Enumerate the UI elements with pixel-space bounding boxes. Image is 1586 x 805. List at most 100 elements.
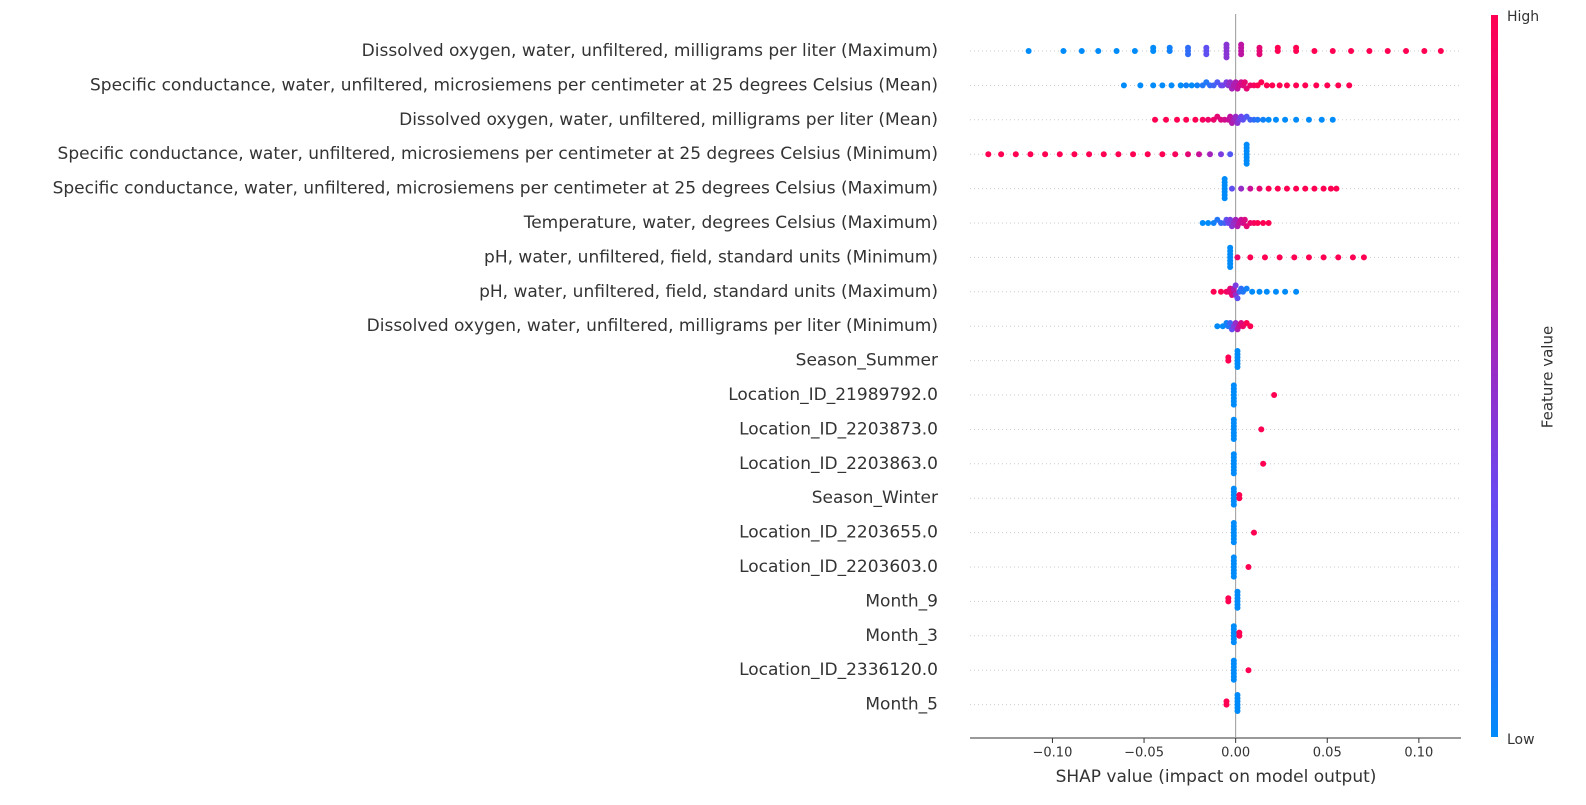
feature-label: Specific conductance, water, unfiltered,… <box>58 144 938 164</box>
shap-point <box>1243 285 1250 292</box>
shap-point <box>1258 79 1265 86</box>
colorbar <box>1491 15 1498 737</box>
shap-point <box>1234 348 1241 354</box>
feature-label: Month_9 <box>865 591 938 611</box>
shap-point <box>1305 254 1312 261</box>
shap-point <box>1247 323 1254 330</box>
shap-point <box>1203 51 1210 58</box>
shap-point <box>1247 254 1254 261</box>
x-axis-label: SHAP value (impact on model output) <box>1056 767 1377 787</box>
shap-point <box>1230 573 1237 580</box>
shap-point <box>1230 485 1237 492</box>
shap-point <box>1199 220 1206 226</box>
feature-label: Dissolved oxygen, water, unfiltered, mil… <box>367 316 938 336</box>
shap-point <box>1159 151 1166 158</box>
shap-point <box>1324 82 1331 89</box>
shap-point <box>1329 116 1336 123</box>
x-tick-label: 0.10 <box>1404 746 1433 761</box>
shap-point <box>1012 151 1019 158</box>
feature-label: Location_ID_21989792.0 <box>728 385 938 405</box>
shap-point <box>1183 82 1190 89</box>
colorbar-high: High <box>1507 9 1539 25</box>
x-tick-label: −0.05 <box>1124 746 1164 761</box>
shap-point <box>998 151 1005 158</box>
shap-point <box>1403 48 1410 54</box>
feature-label: Location_ID_2203863.0 <box>739 454 938 474</box>
shap-point <box>1269 82 1276 89</box>
shap-point <box>1230 470 1237 477</box>
shap-point <box>1177 82 1184 89</box>
shap-point <box>1230 416 1237 423</box>
shap-point <box>1311 185 1318 192</box>
feature-label: Month_5 <box>865 695 938 715</box>
shap-point <box>1335 254 1342 261</box>
shap-point <box>1260 220 1267 226</box>
shap-point <box>1214 323 1221 330</box>
shap-point <box>1234 588 1241 595</box>
feature-label: Season_Summer <box>796 351 938 371</box>
shap-point <box>1265 116 1272 123</box>
shap-point <box>1042 151 1049 158</box>
feature-label: Season_Winter <box>812 488 938 508</box>
shap-point <box>1261 254 1268 261</box>
shap-point <box>1236 629 1243 636</box>
shap-point <box>1230 401 1237 408</box>
shap-point <box>1302 82 1309 89</box>
shap-point <box>1199 116 1206 123</box>
shap-point <box>1234 364 1241 370</box>
shap-point <box>985 151 992 158</box>
shap-point <box>1276 254 1283 261</box>
shap-point <box>1282 288 1289 295</box>
shap-point <box>1250 529 1257 536</box>
shap-point <box>1172 151 1179 158</box>
shap-point <box>1210 288 1217 295</box>
shap-point <box>1230 639 1237 646</box>
shap-point <box>1302 185 1309 192</box>
shap-point <box>1349 254 1356 261</box>
shap-point <box>1027 151 1034 158</box>
x-tick-label: 0.05 <box>1313 746 1342 761</box>
feature-label: Location_ID_2203603.0 <box>739 557 938 577</box>
shap-point <box>1256 185 1263 192</box>
shap-point <box>1263 82 1270 89</box>
shap-point <box>1223 54 1230 61</box>
shap-point <box>1207 151 1214 158</box>
shap-point <box>1348 48 1355 54</box>
shap-point <box>1243 160 1250 167</box>
shap-point <box>1230 539 1237 546</box>
shap-point <box>1078 48 1085 54</box>
shap-point <box>1366 48 1373 54</box>
shap-point <box>1168 82 1175 89</box>
shap-point <box>1283 185 1290 192</box>
shap-point <box>1293 44 1300 51</box>
shap-point <box>1234 254 1241 261</box>
shap-point <box>1293 116 1300 123</box>
shap-point <box>1311 48 1318 54</box>
feature-label: Location_ID_2336120.0 <box>739 660 938 680</box>
shap-point <box>1313 82 1320 89</box>
shap-point <box>1333 185 1340 192</box>
shap-point <box>1265 220 1272 226</box>
shap-point <box>1234 708 1241 714</box>
shap-point <box>1230 382 1237 389</box>
shap-point <box>1305 116 1312 123</box>
shap-point <box>1230 623 1237 630</box>
shap-point <box>1254 116 1261 123</box>
shap-point <box>1256 288 1263 295</box>
shap-point <box>1254 220 1261 226</box>
shap-point <box>1144 151 1151 158</box>
shap-point <box>1137 82 1144 89</box>
shap-point <box>1217 288 1224 295</box>
colorbar-label: Feature value <box>1539 326 1557 428</box>
x-tick-label: 0.00 <box>1221 746 1250 761</box>
shap-point <box>1225 595 1232 602</box>
shap-point <box>1282 116 1289 123</box>
shap-point <box>1100 151 1107 158</box>
shap-point <box>1150 44 1157 51</box>
shap-point <box>1150 82 1157 89</box>
feature-label: Location_ID_2203655.0 <box>739 523 938 543</box>
shap-point <box>1221 176 1228 182</box>
shap-point <box>1265 185 1272 192</box>
colorbar-low: Low <box>1507 732 1535 748</box>
shap-point <box>1247 185 1254 192</box>
